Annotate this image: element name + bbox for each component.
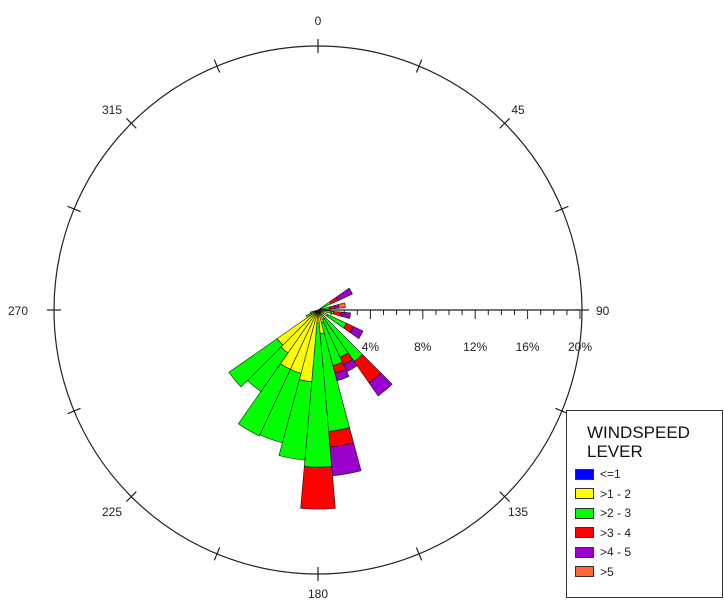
- sector-segment: [329, 305, 336, 310]
- radial-axis-label: 12%: [463, 340, 487, 354]
- legend-label: >2 - 3: [600, 506, 632, 520]
- direction-tick: [499, 117, 511, 129]
- legend-title: WINDSPEED LEVER: [587, 423, 690, 461]
- sector-segment: [237, 363, 291, 437]
- sector-segment: [305, 312, 312, 318]
- direction-label: 315: [102, 103, 122, 117]
- legend-swatch: [575, 468, 594, 480]
- legend-item: >5: [575, 565, 614, 579]
- direction-tick: [415, 547, 423, 561]
- legend-swatch: [575, 546, 594, 558]
- sector-segment: [340, 311, 351, 319]
- direction-label: 45: [511, 103, 525, 117]
- direction-ticks: [47, 39, 589, 581]
- direction-tick: [125, 117, 137, 129]
- radial-axis: 4% 8% 12% 16% 20%: [318, 309, 592, 354]
- direction-tick: [213, 547, 221, 561]
- direction-tick: [213, 59, 221, 73]
- direction-tick: [499, 491, 511, 503]
- legend-label: <=1: [600, 467, 621, 481]
- legend-item: >2 - 3: [575, 506, 631, 520]
- sectors: [228, 287, 393, 510]
- direction-labels: 0 45 90 135 180 225 270 315: [8, 14, 610, 601]
- legend-swatch: [575, 527, 594, 538]
- legend-label: >5: [600, 564, 614, 579]
- direction-label: 90: [596, 304, 610, 318]
- direction-label: 180: [308, 587, 328, 601]
- sector-segment: [335, 287, 353, 301]
- legend-item: <=1: [575, 467, 621, 481]
- direction-tick: [67, 205, 81, 213]
- direction-tick: [555, 205, 569, 213]
- direction-tick: [125, 491, 137, 503]
- sector-segment: [337, 302, 346, 309]
- sector-segment: [278, 379, 313, 461]
- direction-label: 135: [508, 505, 528, 519]
- legend-label: >3 - 4: [600, 525, 632, 540]
- legend-item: >3 - 4: [575, 526, 631, 540]
- legend: WINDSPEED LEVER <=1 >1 - 2 >2 - 3 >3 - 4 >4 …: [566, 410, 723, 598]
- legend-item: >4 - 5: [575, 545, 631, 559]
- direction-tick: [67, 407, 81, 415]
- sector-segment: [310, 310, 314, 314]
- radial-axis-label: 20%: [568, 340, 592, 354]
- direction-label: 225: [102, 505, 122, 519]
- legend-swatch: [575, 566, 594, 577]
- legend-item: >1 - 2: [575, 487, 631, 501]
- legend-swatch: [575, 507, 594, 519]
- sector-segment: [329, 442, 362, 477]
- radial-axis-label: 4%: [362, 340, 380, 354]
- sector-segment: [300, 466, 336, 510]
- direction-label: 0: [315, 14, 322, 28]
- legend-swatch: [575, 488, 594, 499]
- sector-segment: [228, 338, 284, 388]
- legend-label: >1 - 2: [600, 486, 632, 501]
- sector-segment: [332, 311, 342, 317]
- direction-tick: [415, 59, 423, 73]
- radial-axis-label: 16%: [516, 340, 540, 354]
- sector-segment: [368, 372, 393, 397]
- radial-axis-label: 8%: [414, 340, 432, 354]
- direction-label: 270: [8, 304, 28, 318]
- sector-segment: [349, 326, 364, 339]
- legend-label: >4 - 5: [600, 545, 632, 559]
